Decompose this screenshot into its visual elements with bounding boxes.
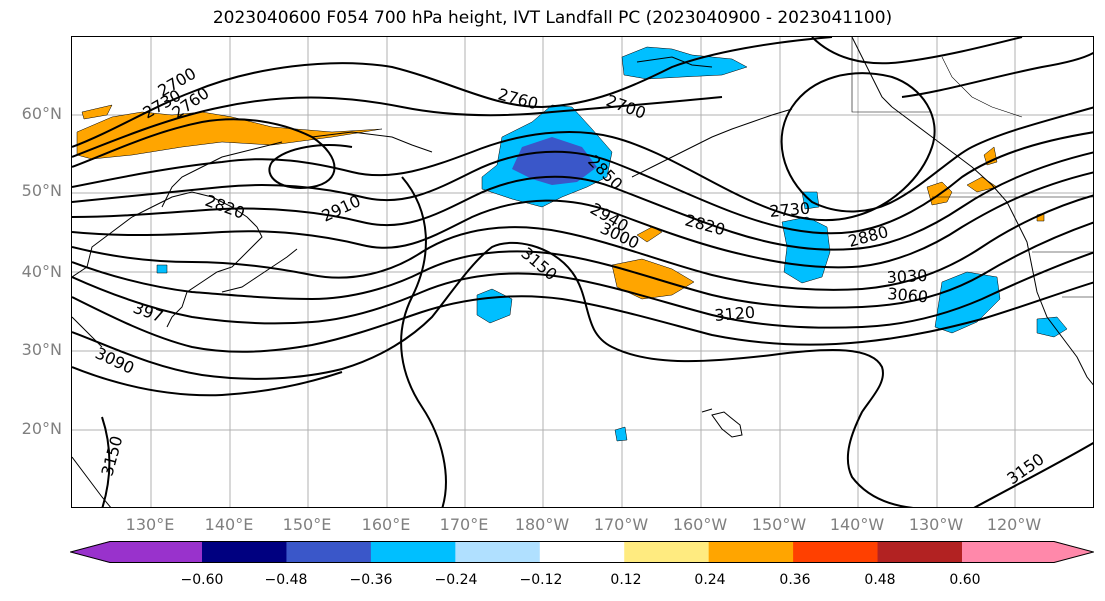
lon-label-170w: 170°W bbox=[593, 515, 649, 534]
lat-label-50n: 50°N bbox=[21, 181, 62, 200]
colorbar-tick: 0.24 bbox=[694, 572, 726, 588]
lat-label-30n: 30°N bbox=[21, 340, 62, 359]
lon-label-140e: 140°E bbox=[204, 515, 254, 534]
lon-label-140w: 140°W bbox=[829, 515, 885, 534]
lon-label-130w: 130°W bbox=[908, 515, 964, 534]
contour-label: 2820 bbox=[203, 191, 248, 223]
map-svg: 2700 2730 2760 2760 2700 2820 2910 2850 … bbox=[72, 37, 1093, 507]
colorbar-segment bbox=[877, 541, 963, 563]
colorbar-tick: 0.48 bbox=[864, 572, 896, 588]
map-panel: 2700 2730 2760 2760 2700 2820 2910 2850 … bbox=[71, 36, 1094, 508]
colorbar-segment bbox=[962, 541, 1094, 563]
colorbar-tick: 0.12 bbox=[610, 572, 642, 588]
colorbar-tick: −0.48 bbox=[264, 572, 308, 588]
ivt-fill-dark-blue bbox=[512, 137, 597, 185]
ivt-fill-orange bbox=[76, 104, 1045, 300]
lon-label-180w: 180°W bbox=[514, 515, 570, 534]
colorbar-segment bbox=[70, 541, 202, 563]
contour-label: 397 bbox=[131, 298, 166, 326]
contour-label: 2820 bbox=[683, 211, 727, 240]
colorbar-segment bbox=[286, 541, 372, 563]
colorbar-tick: 0.36 bbox=[779, 572, 811, 588]
lon-label-160w: 160°W bbox=[672, 515, 728, 534]
colorbar-tick: −0.24 bbox=[434, 572, 478, 588]
lat-label-40n: 40°N bbox=[21, 262, 62, 281]
contour-label: 3030 bbox=[886, 266, 928, 287]
graticule bbox=[72, 37, 1093, 507]
colorbar-tick: 0.60 bbox=[949, 572, 981, 588]
contour-label: 3150 bbox=[1003, 449, 1047, 488]
lat-label-60n: 60°N bbox=[21, 104, 62, 123]
colorbar-tick: −0.36 bbox=[349, 572, 393, 588]
contour-label: 2730 bbox=[769, 199, 811, 221]
lon-label-150e: 150°E bbox=[282, 515, 332, 534]
colorbar-segment bbox=[793, 541, 879, 563]
colorbar-segment bbox=[455, 541, 541, 563]
lon-label-170e: 170°E bbox=[439, 515, 489, 534]
contour-label: 2760 bbox=[496, 85, 540, 114]
colorbar-segment bbox=[202, 541, 287, 563]
height-contours bbox=[72, 37, 1093, 507]
contour-label: 2700 bbox=[604, 91, 649, 123]
colorbar-segment bbox=[370, 541, 456, 563]
colorbar-outline bbox=[70, 541, 1094, 563]
colorbar-segments bbox=[70, 541, 1094, 563]
colorbar-segment bbox=[624, 541, 710, 563]
lon-label-130e: 130°E bbox=[125, 515, 175, 534]
contour-label: 3060 bbox=[887, 284, 929, 306]
colorbar-tick: −0.12 bbox=[519, 572, 563, 588]
coastlines bbox=[72, 37, 1093, 507]
contour-label: 3150 bbox=[517, 244, 560, 285]
map-title: 2023040600 F054 700 hPa height, IVT Land… bbox=[212, 8, 893, 28]
colorbar-segment bbox=[539, 541, 625, 563]
colorbar-segment bbox=[708, 541, 794, 563]
lon-label-160e: 160°E bbox=[361, 515, 411, 534]
borders bbox=[851, 37, 1093, 298]
lon-label-120w: 120°W bbox=[986, 515, 1042, 534]
lat-label-20n: 20°N bbox=[21, 419, 62, 438]
colorbar-tick: −0.60 bbox=[180, 572, 224, 588]
contour-label: 3120 bbox=[714, 303, 756, 325]
colorbar bbox=[70, 541, 1094, 563]
contour-label: 3150 bbox=[98, 434, 127, 478]
lon-label-150w: 150°W bbox=[751, 515, 807, 534]
